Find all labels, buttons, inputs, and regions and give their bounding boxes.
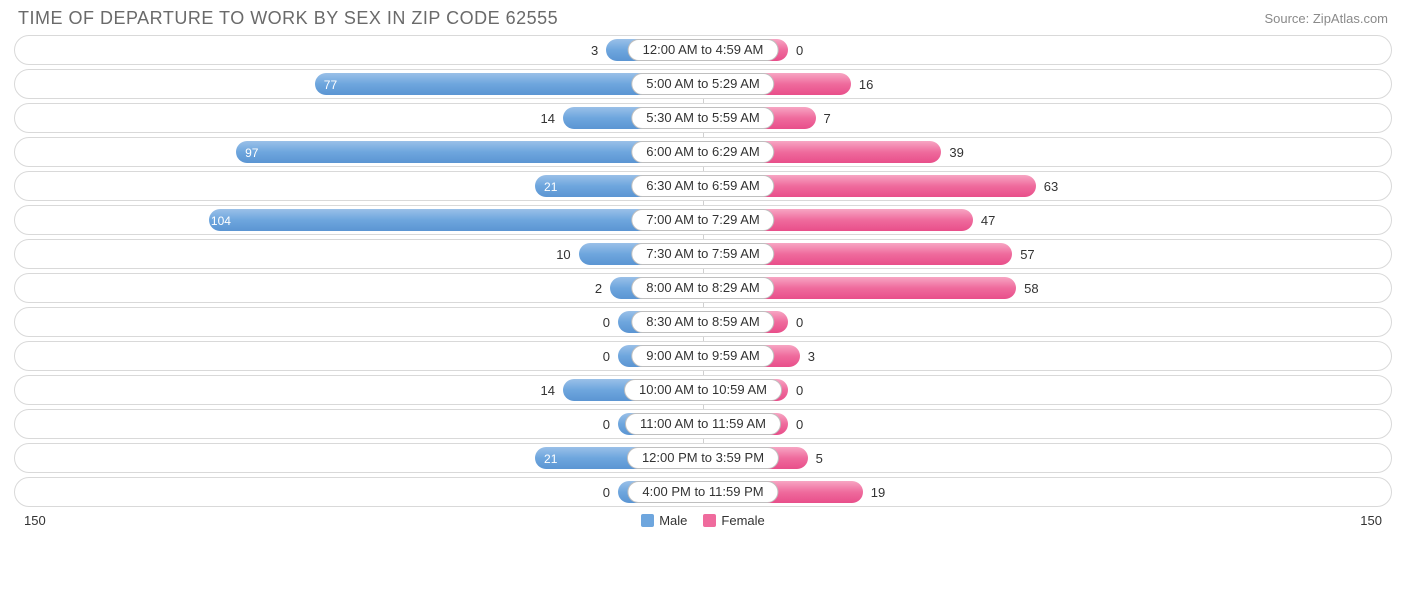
male-value: 10: [556, 240, 570, 270]
chart-row: 7:00 AM to 7:29 AM 104 47: [14, 205, 1392, 235]
legend-item: Male: [641, 513, 687, 528]
male-value: 0: [603, 342, 610, 372]
category-label: 5:00 AM to 5:29 AM: [631, 73, 774, 95]
legend-swatch: [703, 514, 716, 527]
chart-row: 5:00 AM to 5:29 AM 77 16: [14, 69, 1392, 99]
female-value: 3: [808, 342, 815, 372]
category-label: 11:00 AM to 11:59 AM: [625, 413, 781, 435]
chart-row: 8:30 AM to 8:59 AM 0 0: [14, 307, 1392, 337]
chart-row: 8:00 AM to 8:29 AM 2 58: [14, 273, 1392, 303]
female-value: 58: [1024, 274, 1038, 304]
category-label: 12:00 PM to 3:59 PM: [627, 447, 779, 469]
chart-row: 6:00 AM to 6:29 AM 97 39: [14, 137, 1392, 167]
category-label: 8:30 AM to 8:59 AM: [631, 311, 774, 333]
male-value: 21: [544, 172, 557, 202]
female-value: 57: [1020, 240, 1034, 270]
male-value: 77: [324, 70, 337, 100]
category-label: 8:00 AM to 8:29 AM: [631, 277, 774, 299]
female-value: 0: [796, 410, 803, 440]
male-value: 0: [603, 410, 610, 440]
female-value: 0: [796, 376, 803, 406]
axis-right-max: 150: [1360, 513, 1382, 528]
category-label: 9:00 AM to 9:59 AM: [631, 345, 774, 367]
diverging-bar-chart: 12:00 AM to 4:59 AM305:00 AM to 5:29 AM7…: [0, 35, 1406, 507]
legend-label: Female: [721, 513, 764, 528]
female-value: 5: [816, 444, 823, 474]
male-value: 97: [245, 138, 258, 168]
chart-row: 9:00 AM to 9:59 AM 0 3: [14, 341, 1392, 371]
chart-row: 6:30 AM to 6:59 AM 21 63: [14, 171, 1392, 201]
male-value: 104: [211, 206, 231, 236]
legend-swatch: [641, 514, 654, 527]
chart-row: 11:00 AM to 11:59 AM 0 0: [14, 409, 1392, 439]
legend-label: Male: [659, 513, 687, 528]
male-value: 0: [603, 478, 610, 508]
chart-row: 7:30 AM to 7:59 AM 10 57: [14, 239, 1392, 269]
chart-row: 12:00 PM to 3:59 PM 21 5: [14, 443, 1392, 473]
source-attribution: Source: ZipAtlas.com: [1264, 11, 1388, 26]
category-label: 6:00 AM to 6:29 AM: [631, 141, 774, 163]
male-value: 21: [544, 444, 557, 474]
chart-row: 4:00 PM to 11:59 PM 0 19: [14, 477, 1392, 507]
female-value: 7: [824, 104, 831, 134]
male-bar: [209, 209, 703, 231]
female-value: 0: [796, 308, 803, 338]
female-value: 39: [949, 138, 963, 168]
legend-item: Female: [703, 513, 764, 528]
category-label: 5:30 AM to 5:59 AM: [631, 107, 774, 129]
category-label: 7:30 AM to 7:59 AM: [631, 243, 774, 265]
female-value: 0: [796, 36, 803, 66]
male-value: 2: [595, 274, 602, 304]
chart-row: 10:00 AM to 10:59 AM 14 0: [14, 375, 1392, 405]
category-label: 6:30 AM to 6:59 AM: [631, 175, 774, 197]
category-label: 12:00 AM to 4:59 AM: [628, 39, 779, 61]
axis-left-max: 150: [24, 513, 46, 528]
chart-row: 12:00 AM to 4:59 AM 3 0: [14, 35, 1392, 65]
chart-title: TIME OF DEPARTURE TO WORK BY SEX IN ZIP …: [18, 8, 558, 29]
category-label: 4:00 PM to 11:59 PM: [627, 481, 778, 503]
female-value: 47: [981, 206, 995, 236]
female-value: 19: [871, 478, 885, 508]
female-value: 63: [1044, 172, 1058, 202]
chart-row: 5:30 AM to 5:59 AM 14 7: [14, 103, 1392, 133]
category-label: 10:00 AM to 10:59 AM: [624, 379, 782, 401]
male-value: 14: [540, 376, 554, 406]
legend: Male Female: [641, 513, 765, 528]
male-value: 0: [603, 308, 610, 338]
male-value: 3: [591, 36, 598, 66]
female-value: 16: [859, 70, 873, 100]
category-label: 7:00 AM to 7:29 AM: [631, 209, 774, 231]
male-value: 14: [540, 104, 554, 134]
